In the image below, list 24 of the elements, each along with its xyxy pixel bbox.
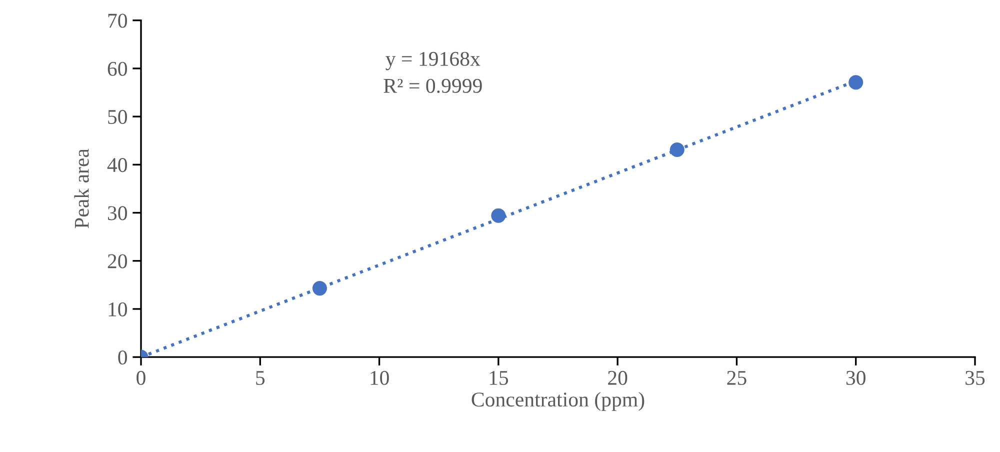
y-axis-title: Peak area bbox=[74, 148, 89, 228]
x-tick-label: 20 bbox=[608, 370, 628, 385]
y-tick-label: 40 bbox=[107, 158, 128, 172]
annotation: y = 19168x bbox=[386, 52, 480, 70]
y-tick-label: 10 bbox=[108, 302, 128, 316]
point bbox=[670, 142, 684, 158]
annotation: R² = 0.9999 bbox=[384, 78, 482, 93]
x-tick-label: 30 bbox=[846, 370, 866, 385]
y-tick-label: 60 bbox=[108, 62, 128, 76]
y-tick-label: 30 bbox=[108, 206, 128, 220]
x-tick-label: 25 bbox=[727, 370, 746, 385]
x-axis-title: Concentration (ppm) bbox=[472, 392, 644, 411]
y-tick-label: 70 bbox=[108, 14, 128, 28]
y-tick-label: 0 bbox=[118, 350, 128, 365]
point bbox=[848, 75, 864, 90]
point bbox=[312, 281, 327, 296]
x-tick-label: 15 bbox=[490, 370, 508, 385]
x-tick-label: 0 bbox=[136, 370, 146, 385]
x-tick-label: 35 bbox=[966, 370, 985, 385]
y-tick-label: 20 bbox=[108, 254, 128, 268]
x-tick-label: 5 bbox=[256, 371, 265, 385]
point bbox=[491, 208, 506, 223]
x-tick-label: 10 bbox=[370, 370, 389, 385]
y-tick-label: 50 bbox=[108, 110, 128, 124]
